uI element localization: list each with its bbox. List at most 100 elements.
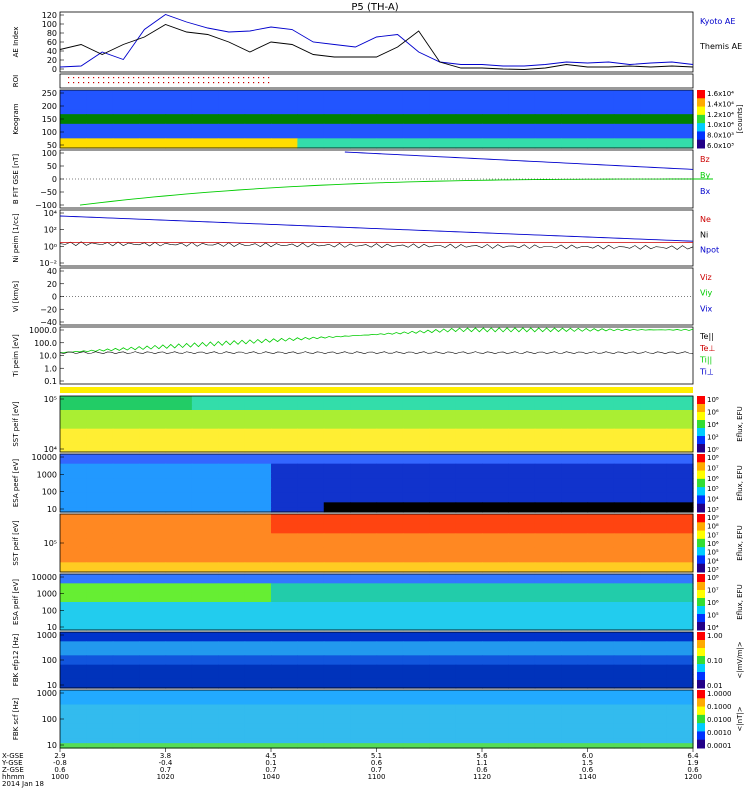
heatmap-cell [561,632,589,638]
heatmap-cell [561,616,589,622]
heatmap-cell [60,433,87,439]
heatmap-cell [297,454,325,460]
heatmap-cell [455,646,483,652]
heatmap-cell [271,664,298,670]
heatmap-cell [508,143,536,149]
heatmap-cell [112,414,140,420]
heatmap-cell [508,641,536,647]
heatmap-cell [561,502,589,508]
roi-dot [258,82,260,84]
roi-dot [118,77,120,79]
heatmap-cell [86,728,114,735]
heatmap-cell [86,602,114,608]
heatmap-cell [508,483,536,489]
heatmap-cell [587,428,615,434]
heatmap-cell [297,592,325,598]
colorbar-segment [697,530,705,540]
heatmap-cell [271,492,298,499]
heatmap-cell [244,592,272,598]
heatmap-cell [139,90,167,96]
heatmap-cell [139,557,167,563]
heatmap-cell [666,690,694,696]
heatmap-cell [165,543,193,549]
heatmap-cell [165,636,193,642]
heatmap-cell [271,709,298,715]
heatmap-cell [455,674,483,680]
heatmap-cell [218,143,246,149]
heatmap-cell [429,419,457,425]
colorbar-label: <|nT|> [736,706,744,731]
x-tick-label: 0.1 [265,759,276,767]
heatmap-cell [561,533,589,539]
heatmap-cell [376,473,404,479]
heatmap-cell [429,497,457,503]
heatmap-cell [429,114,457,120]
heatmap-cell [191,119,219,125]
heatmap-cell [429,143,457,149]
heatmap-cell [191,733,219,739]
heatmap-cell [482,552,509,559]
heatmap-cell [350,719,378,725]
heatmap-cell [402,94,430,101]
heatmap-cell [86,557,114,563]
heatmap-cell [402,424,430,430]
heatmap-cell [561,410,589,416]
heatmap-cell [429,447,457,453]
heatmap-cell [191,473,219,479]
heatmap-cell [482,547,509,554]
heatmap-cell [139,405,167,411]
heatmap-cell [402,419,430,425]
heatmap-cell [376,674,404,680]
heatmap-cell [429,458,457,465]
heatmap-cell [561,592,589,598]
roi-dot [98,77,100,79]
colorbar-label: Eflux, EFU [736,525,744,560]
heatmap-cell [640,694,668,701]
heatmap-cell [587,743,615,749]
heatmap-cell [271,533,298,539]
roi-dot [188,77,190,79]
heatmap-cell [244,674,272,680]
heatmap-cell [376,597,404,603]
colorbar-segment [697,123,705,132]
heatmap-cell [218,694,246,701]
heatmap-cell [165,99,193,106]
heatmap-cell [534,414,562,420]
heatmap-cell [587,683,615,689]
heatmap-cell [666,606,694,612]
heatmap-cell [587,699,615,706]
heatmap-cell [613,478,641,484]
colorbar-tick: 10³ [707,506,719,514]
heatmap-cell [297,694,325,701]
heatmap-cell [112,514,140,520]
roi-dot [68,77,70,79]
heatmap-cell [376,528,404,534]
heatmap-cell [376,419,404,425]
heatmap-cell [534,478,562,484]
heatmap-cell [587,574,615,580]
roi-dot [243,82,245,84]
y-tick-label: 20 [47,56,57,65]
heatmap-cell [191,690,219,696]
heatmap-cell [455,119,483,125]
heatmap-cell [640,123,668,130]
heatmap-cell [613,492,641,499]
heatmap-cell [60,128,87,135]
heatmap-cell [139,597,167,603]
heatmap-cell [323,733,351,739]
heatmap-cell [587,606,615,612]
heatmap-cell [139,538,167,544]
heatmap-cell [297,588,325,594]
heatmap-cell [376,507,404,513]
heatmap-cell [297,405,325,411]
heatmap-cell [60,636,87,642]
heatmap-cell [244,419,272,425]
heatmap-cell [455,419,483,425]
heatmap-cell [218,433,246,439]
heatmap-cell [86,733,114,739]
heatmap-cell [376,723,404,730]
heatmap-cell [60,94,87,101]
heatmap-cell [112,502,140,508]
heatmap-cell [587,128,615,135]
heatmap-cell [613,502,641,508]
